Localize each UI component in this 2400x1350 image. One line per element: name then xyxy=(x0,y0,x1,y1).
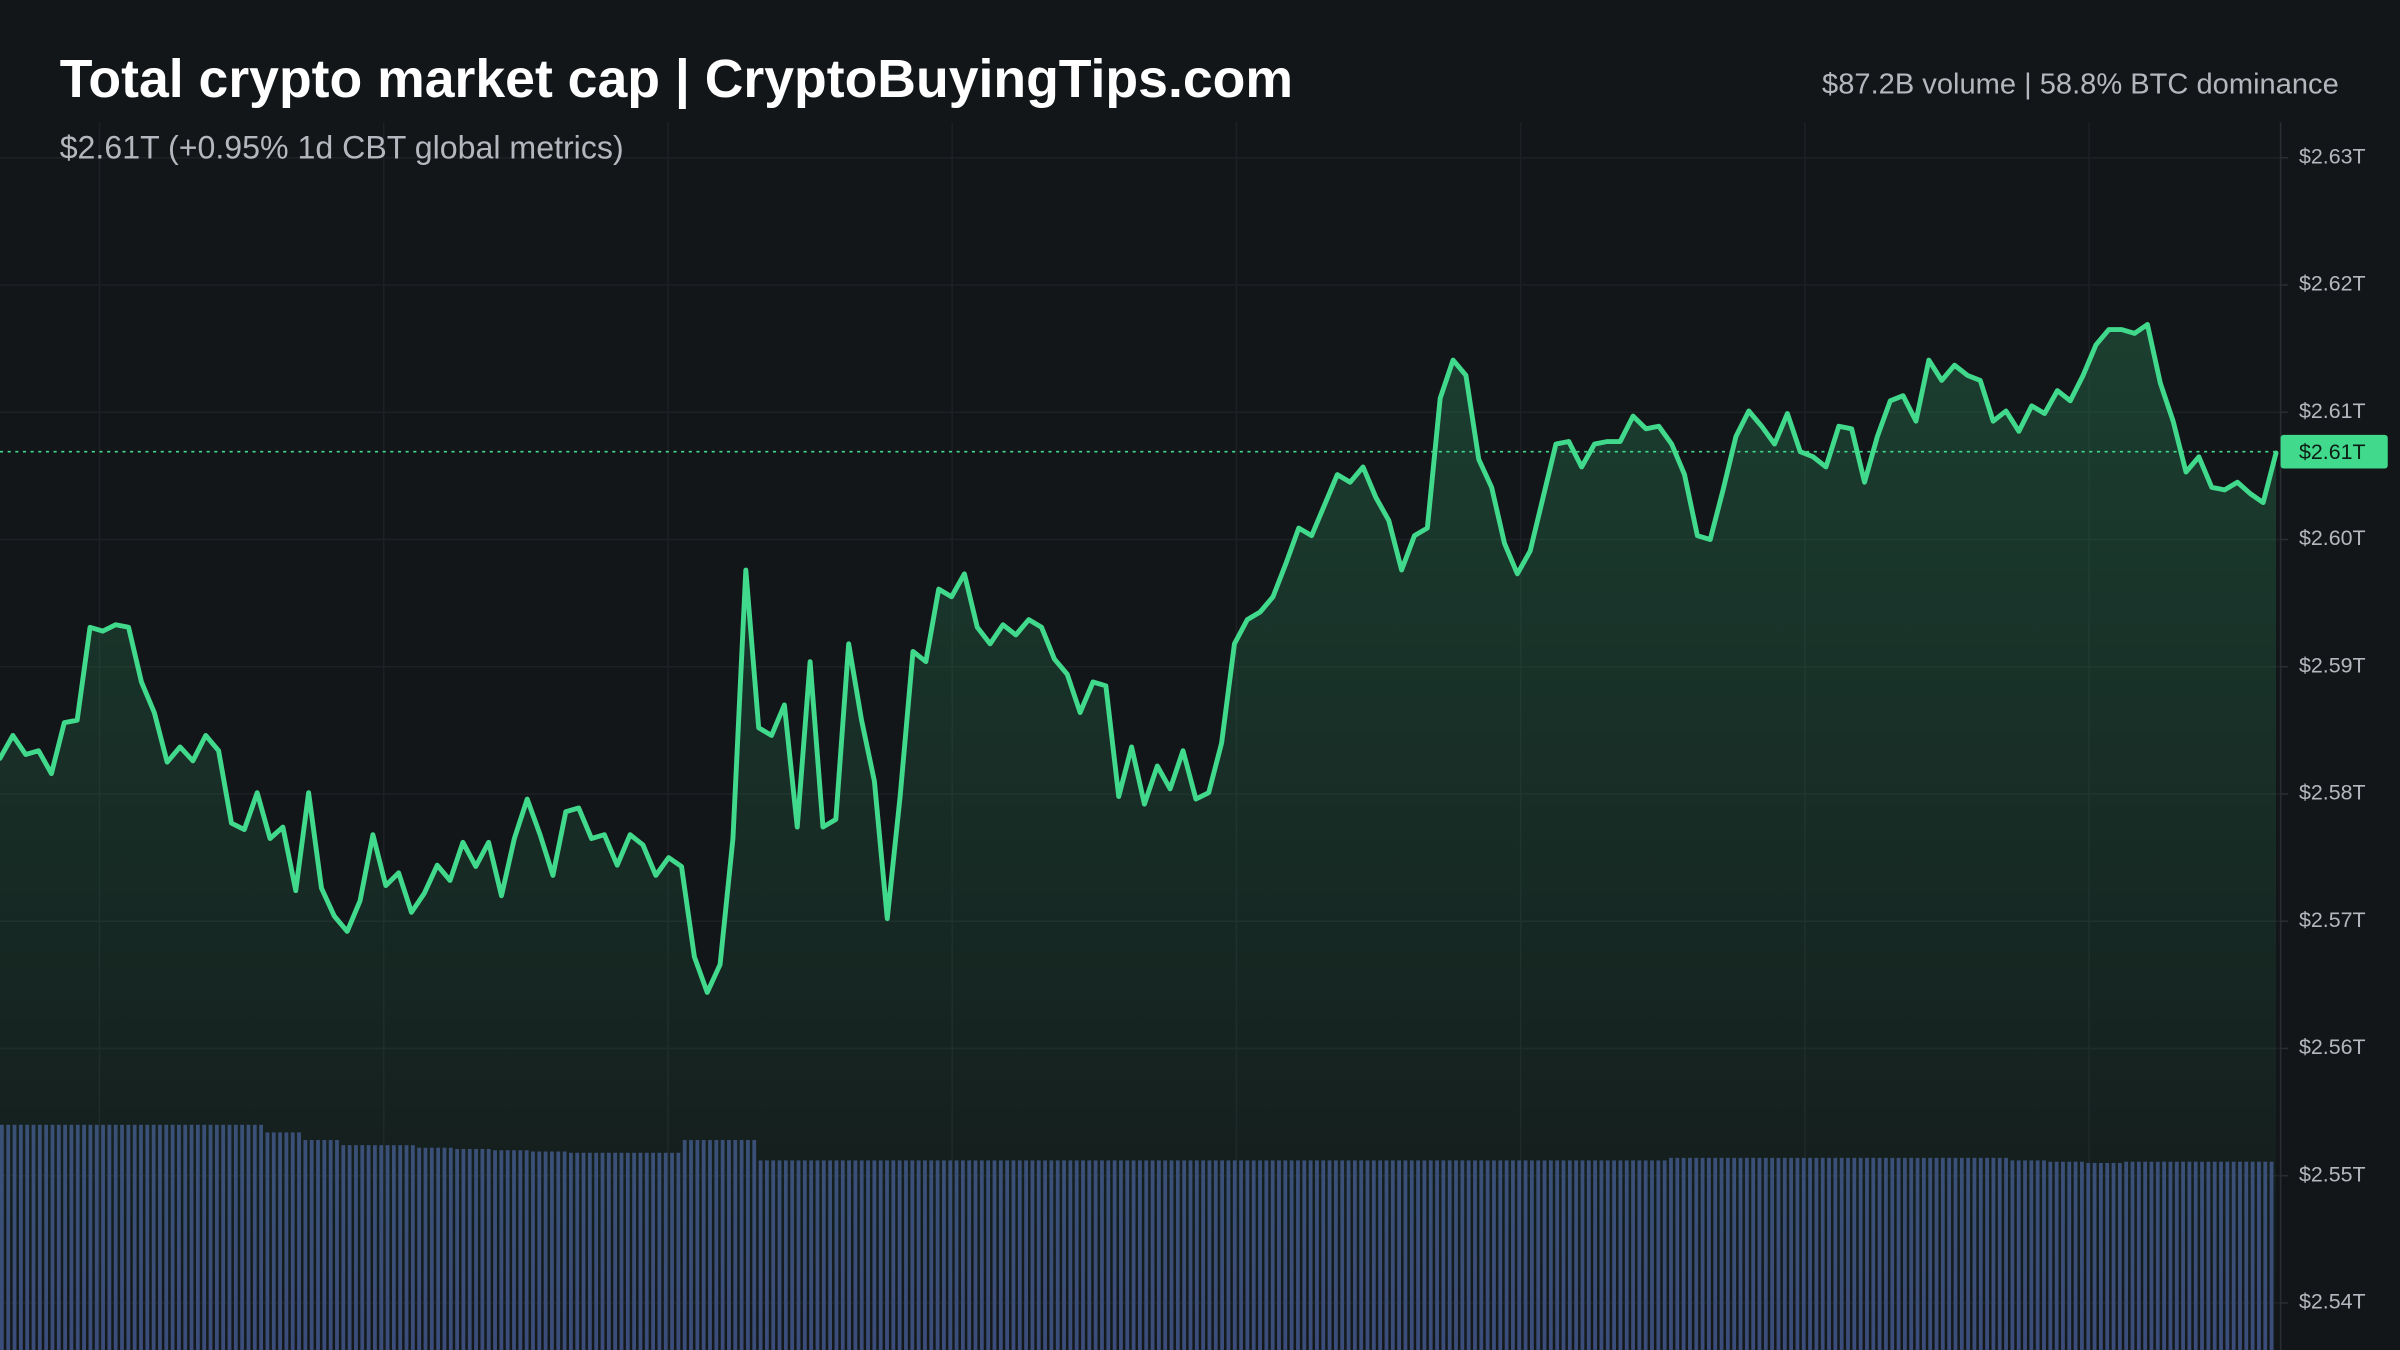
area xyxy=(0,324,2277,1350)
y-axis: $2.54T $2.55T $2.56T $2.57T $2.58T $2.59T $2.6… xyxy=(2280,144,2388,1314)
current-price-label: $2.61T xyxy=(2299,440,2366,464)
y-tick-label: $2.55T xyxy=(2299,1162,2366,1186)
y-tick-label: $2.59T xyxy=(2299,653,2366,677)
subtitle: $2.61T (+0.95% 1d CBT global metrics) xyxy=(60,129,624,165)
price-line xyxy=(0,322,2279,995)
y-tick-label: $2.58T xyxy=(2299,781,2366,805)
plot xyxy=(0,322,2281,1350)
y-tick-label: $2.60T xyxy=(2299,526,2366,550)
current-price-badge xyxy=(2280,434,2388,469)
y-tick-label: $2.62T xyxy=(2299,272,2366,296)
y-tick-label: $2.54T xyxy=(2299,1290,2366,1314)
y-tick-label: $2.63T xyxy=(2299,144,2366,168)
y-tick-label: $2.57T xyxy=(2299,908,2366,932)
chart-title: Total crypto market cap | CryptoBuyingTi… xyxy=(60,50,1293,110)
y-tick-label: $2.56T xyxy=(2299,1035,2366,1059)
header-stats: $87.2B volume | 58.8% BTC dominance xyxy=(1822,68,2339,100)
y-tick-label: $2.61T xyxy=(2299,399,2366,423)
